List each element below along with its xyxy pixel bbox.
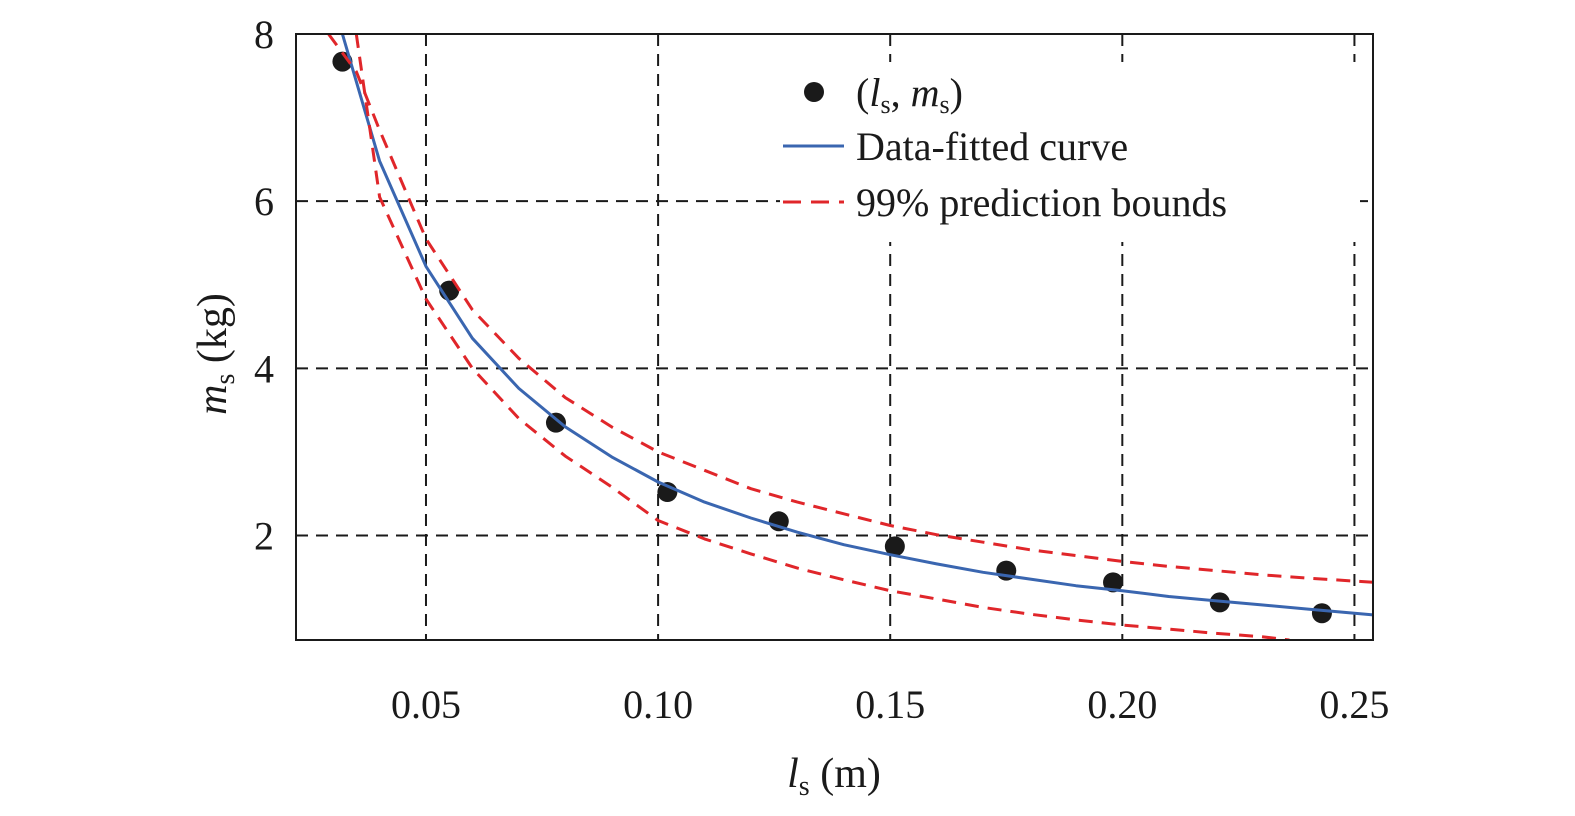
prediction-bound-line bbox=[354, 34, 1290, 640]
tick-labels: 0.05 0.10 0.15 0.20 0.25 2 4 6 8 bbox=[254, 12, 1389, 727]
prediction-bound-line bbox=[327, 34, 1373, 584]
legend-label-fit: Data-fitted curve bbox=[856, 124, 1128, 169]
fitted-curve-line bbox=[340, 34, 1373, 617]
x-tick-label: 0.05 bbox=[391, 682, 461, 727]
x-tick-label: 0.20 bbox=[1087, 682, 1157, 727]
data-point bbox=[1311, 603, 1332, 624]
data-point bbox=[1103, 572, 1124, 593]
legend-marker-points bbox=[804, 82, 824, 102]
y-tick-label: 2 bbox=[254, 514, 274, 559]
data-point bbox=[332, 51, 353, 72]
y-axis-label: ms (kg) bbox=[190, 293, 241, 415]
data-point bbox=[884, 536, 905, 557]
x-tick-label: 0.15 bbox=[855, 682, 925, 727]
legend: (ls, ms) Data-fitted curve 99% predictio… bbox=[780, 62, 1360, 242]
plot-frame bbox=[295, 33, 1374, 641]
data-point bbox=[545, 412, 566, 433]
y-tick-label: 8 bbox=[254, 12, 274, 57]
legend-label-points: (ls, ms) bbox=[856, 70, 963, 119]
x-axis-label: ls (m) bbox=[787, 751, 881, 802]
y-tick-label: 6 bbox=[254, 179, 274, 224]
legend-label-bounds: 99% prediction bounds bbox=[856, 180, 1227, 225]
x-tick-label: 0.25 bbox=[1319, 682, 1389, 727]
x-tick-label: 0.10 bbox=[623, 682, 693, 727]
y-tick-label: 4 bbox=[254, 346, 274, 391]
plot-series bbox=[327, 34, 1373, 640]
